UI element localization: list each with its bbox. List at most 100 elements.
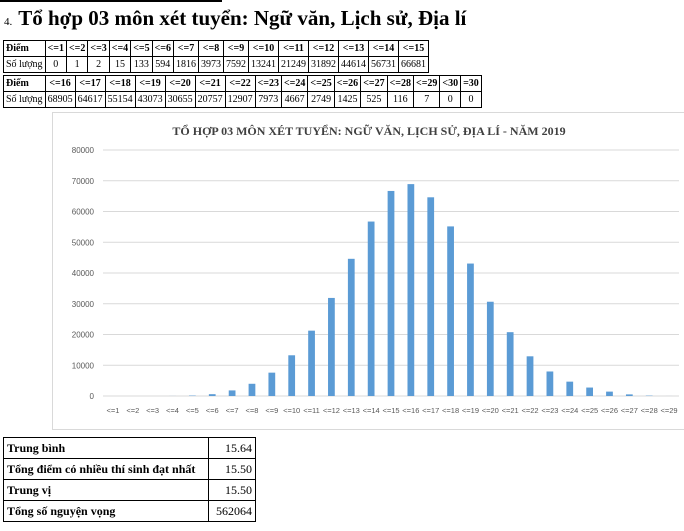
x-tick-label: <=27 xyxy=(621,406,638,415)
x-tick-label: <=17 xyxy=(422,406,439,415)
score-cell: <=24 xyxy=(280,75,309,92)
x-tick-label: <=29 xyxy=(661,406,678,415)
score-cell: <=23 xyxy=(254,75,282,92)
x-tick-label: <=11 xyxy=(303,406,320,415)
score-cell: <=5 xyxy=(130,40,153,57)
x-tick-label: <=3 xyxy=(146,406,159,415)
count-cell: 15 xyxy=(108,56,132,73)
chart-bar xyxy=(328,297,335,396)
score-cell: <=28 xyxy=(386,75,415,92)
stat-value: 15.64 xyxy=(208,437,256,459)
score-cell: <=27 xyxy=(360,75,388,92)
score-cell: <=4 xyxy=(108,40,132,57)
count-cell: 30655 xyxy=(164,91,196,108)
score-cell: <=1 xyxy=(44,40,67,57)
score-header-row: Điểm <=16 <=17 <=18 <=19 <=20 <=21 <=22 <=23 <=2… xyxy=(3,75,482,92)
count-cell: 12907 xyxy=(224,91,256,108)
chart-bars xyxy=(129,184,673,396)
chart-bar xyxy=(506,332,514,396)
x-tick-label: <=15 xyxy=(382,406,399,415)
chart-bar xyxy=(566,381,574,396)
x-tick-label: <=10 xyxy=(283,406,300,415)
count-cell: 133 xyxy=(130,56,153,73)
y-tick-label: 30000 xyxy=(72,300,95,309)
chart-bar xyxy=(586,387,593,396)
x-tick-label: <=18 xyxy=(442,406,459,415)
count-cell: 0 xyxy=(439,91,462,108)
section-title: Tổ hợp 03 môn xét tuyển: Ngữ văn, Lịch s… xyxy=(18,6,467,30)
score-cell: <=29 xyxy=(412,75,441,92)
row-label: Điểm xyxy=(3,40,46,57)
chart-bar xyxy=(467,263,474,396)
count-cell: 116 xyxy=(386,91,415,108)
chart-bar xyxy=(367,221,375,396)
count-cell: 55154 xyxy=(104,91,136,108)
x-tick-label: <=16 xyxy=(402,406,419,415)
x-tick-label: <=9 xyxy=(265,406,278,415)
count-cell: 43073 xyxy=(134,91,166,108)
y-tick-label: 40000 xyxy=(72,269,95,278)
y-tick-label: 70000 xyxy=(72,177,95,186)
score-cell: <=6 xyxy=(151,40,175,57)
section-heading: 4. Tổ hợp 03 môn xét tuyển: Ngữ văn, Lịc… xyxy=(4,6,466,31)
score-cell: <=3 xyxy=(87,40,110,57)
distribution-chart: TỔ HỢP 03 MÔN XÉT TUYỂN: NGỮ VĂN, LỊCH S… xyxy=(52,112,684,430)
count-cell: 64617 xyxy=(74,91,106,108)
y-tick-label: 60000 xyxy=(72,208,95,217)
score-cell: <=22 xyxy=(224,75,256,92)
x-tick-label: <=21 xyxy=(502,406,519,415)
x-tick-label: <=28 xyxy=(641,406,658,415)
x-tick-label: <=5 xyxy=(186,406,199,415)
count-row: Số lượng 0 1 2 15 133 594 1816 3973 7592 13241 212… xyxy=(3,56,429,73)
x-tick-label: <=23 xyxy=(541,406,558,415)
count-cell: 31892 xyxy=(308,56,339,73)
count-row: Số lượng 68905 64617 55154 43073 30655 20757 1… xyxy=(3,91,482,108)
x-tick-label: <=8 xyxy=(245,406,258,415)
score-header-row: Điểm <=1 <=2 <=3 <=4 <=5 <=6 <=7 <=8 <=9 <=10 <=11… xyxy=(3,40,429,57)
count-cell: 0 xyxy=(44,56,67,73)
row-label: Điểm xyxy=(3,75,46,92)
x-tick-label: <=25 xyxy=(581,406,598,415)
score-distribution-table-2: Điểm <=16 <=17 <=18 <=19 <=20 <=21 <=22 <=23 <=2… xyxy=(3,75,482,108)
chart-canvas: TỔ HỢP 03 MÔN XÉT TUYỂN: NGỮ VĂN, LỊCH S… xyxy=(72,123,679,415)
chart-bar xyxy=(427,197,435,396)
stat-row-total: Tổng số nguyện vọng 562064 xyxy=(3,500,256,522)
x-tick-label: <=14 xyxy=(363,406,380,415)
stat-row-median: Trung vị 15.50 xyxy=(3,479,256,501)
score-cell: <=14 xyxy=(368,40,399,57)
score-cell: <=2 xyxy=(65,40,89,57)
score-cell: <=15 xyxy=(398,40,429,57)
count-cell: 4667 xyxy=(280,91,309,108)
score-cell: <=10 xyxy=(248,40,279,57)
score-cell: <=25 xyxy=(307,75,335,92)
y-tick-label: 20000 xyxy=(72,331,95,340)
stat-label: Trung bình xyxy=(3,437,209,459)
score-cell: <=9 xyxy=(223,40,249,57)
count-cell: 20757 xyxy=(194,91,226,108)
x-tick-label: <=22 xyxy=(521,406,538,415)
x-tick-label: <=26 xyxy=(601,406,618,415)
count-cell: 68905 xyxy=(44,91,76,108)
row-label: Số lượng xyxy=(3,91,46,108)
chart-bar xyxy=(347,258,355,396)
count-cell: 0 xyxy=(460,91,482,108)
count-cell: 44614 xyxy=(338,56,369,73)
chart-bar xyxy=(308,330,315,396)
count-cell: 594 xyxy=(151,56,175,73)
y-tick-label: 80000 xyxy=(72,146,95,155)
stat-row-mean: Trung bình 15.64 xyxy=(3,437,256,459)
score-cell: <=16 xyxy=(44,75,76,92)
count-cell: 7 xyxy=(412,91,441,108)
y-tick-label: 50000 xyxy=(72,238,95,247)
count-cell: 2 xyxy=(87,56,110,73)
x-tick-label: <=13 xyxy=(343,406,360,415)
x-tick-label: <=2 xyxy=(126,406,139,415)
count-cell: 21249 xyxy=(278,56,309,73)
score-cell: <=12 xyxy=(308,40,339,57)
summary-stats-table: Trung bình 15.64 Tổng điểm có nhiều thí … xyxy=(3,437,256,522)
chart-bar xyxy=(546,371,554,396)
chart-bar xyxy=(447,226,454,396)
stat-value: 562064 xyxy=(208,500,256,522)
x-tick-label: <=6 xyxy=(206,406,219,415)
score-cell: <=17 xyxy=(74,75,106,92)
